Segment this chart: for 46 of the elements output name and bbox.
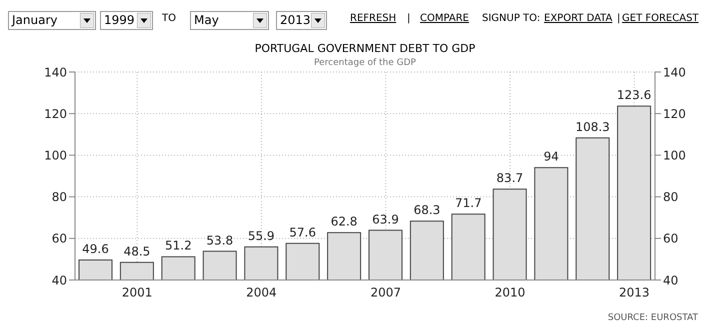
text: EXPORT DATA (544, 13, 612, 24)
data-label: 108.3 (575, 120, 610, 134)
data-label: 51.2 (165, 238, 192, 253)
data-label: 94 (544, 150, 559, 164)
y-tick-label: 60 (52, 232, 67, 246)
y2-tick-label: 120 (663, 106, 686, 121)
text: REFRESH (350, 13, 396, 24)
text: SIGNUP TO: (482, 13, 540, 24)
data-label: 63.9 (372, 212, 399, 226)
y2-tick-label: 140 (663, 65, 686, 80)
text: January (8, 11, 96, 30)
text: 1999 (100, 11, 153, 30)
y2-tick-label: 100 (663, 148, 686, 162)
data-label: 71.7 (455, 196, 482, 210)
x-tick-label: 2007 (370, 286, 401, 300)
x-tick-label: 2004 (246, 286, 277, 300)
text: | (617, 13, 620, 24)
y-tick-label: 100 (44, 148, 67, 162)
data-label: 55.9 (248, 228, 275, 243)
text: TO (162, 13, 176, 24)
data-label: 68.3 (414, 203, 440, 218)
text: GET FORECAST (622, 13, 699, 24)
data-label: 57.6 (289, 225, 316, 240)
y2-tick-label: 40 (663, 273, 678, 288)
text: 2013 (276, 11, 327, 30)
data-label: 49.6 (82, 242, 109, 256)
chart-subtitle: Percentage of the GDP (313, 58, 417, 68)
data-label: 48.5 (124, 244, 150, 258)
x-tick-label: 2013 (619, 286, 650, 300)
data-label: 62.8 (330, 214, 358, 229)
y2-tick-label: 60 (663, 232, 678, 246)
text: COMPARE (420, 13, 469, 24)
x-tick-label: 2010 (494, 286, 526, 300)
data-label: 123.6 (616, 88, 652, 102)
text: | (407, 13, 410, 24)
y2-tick-label: 80 (663, 190, 678, 204)
y-tick-label: 80 (52, 190, 67, 204)
x-tick-label: 2001 (122, 286, 152, 300)
text: May (190, 11, 269, 30)
y-tick-label: 140 (44, 65, 67, 80)
y-tick-label: 40 (52, 273, 67, 288)
y-tick-label: 120 (44, 106, 67, 121)
chart-title: PORTUGAL GOVERNMENT DEBT TO GDP (254, 42, 476, 55)
data-label: 83.7 (496, 171, 524, 186)
data-label: 53.8 (206, 233, 234, 248)
source-note: SOURCE: EUROSTAT (608, 313, 698, 323)
